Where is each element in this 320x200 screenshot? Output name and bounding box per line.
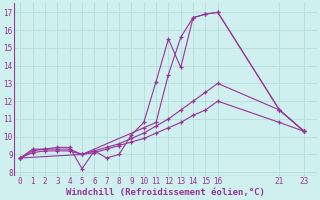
X-axis label: Windchill (Refroidissement éolien,°C): Windchill (Refroidissement éolien,°C) [66, 188, 265, 197]
